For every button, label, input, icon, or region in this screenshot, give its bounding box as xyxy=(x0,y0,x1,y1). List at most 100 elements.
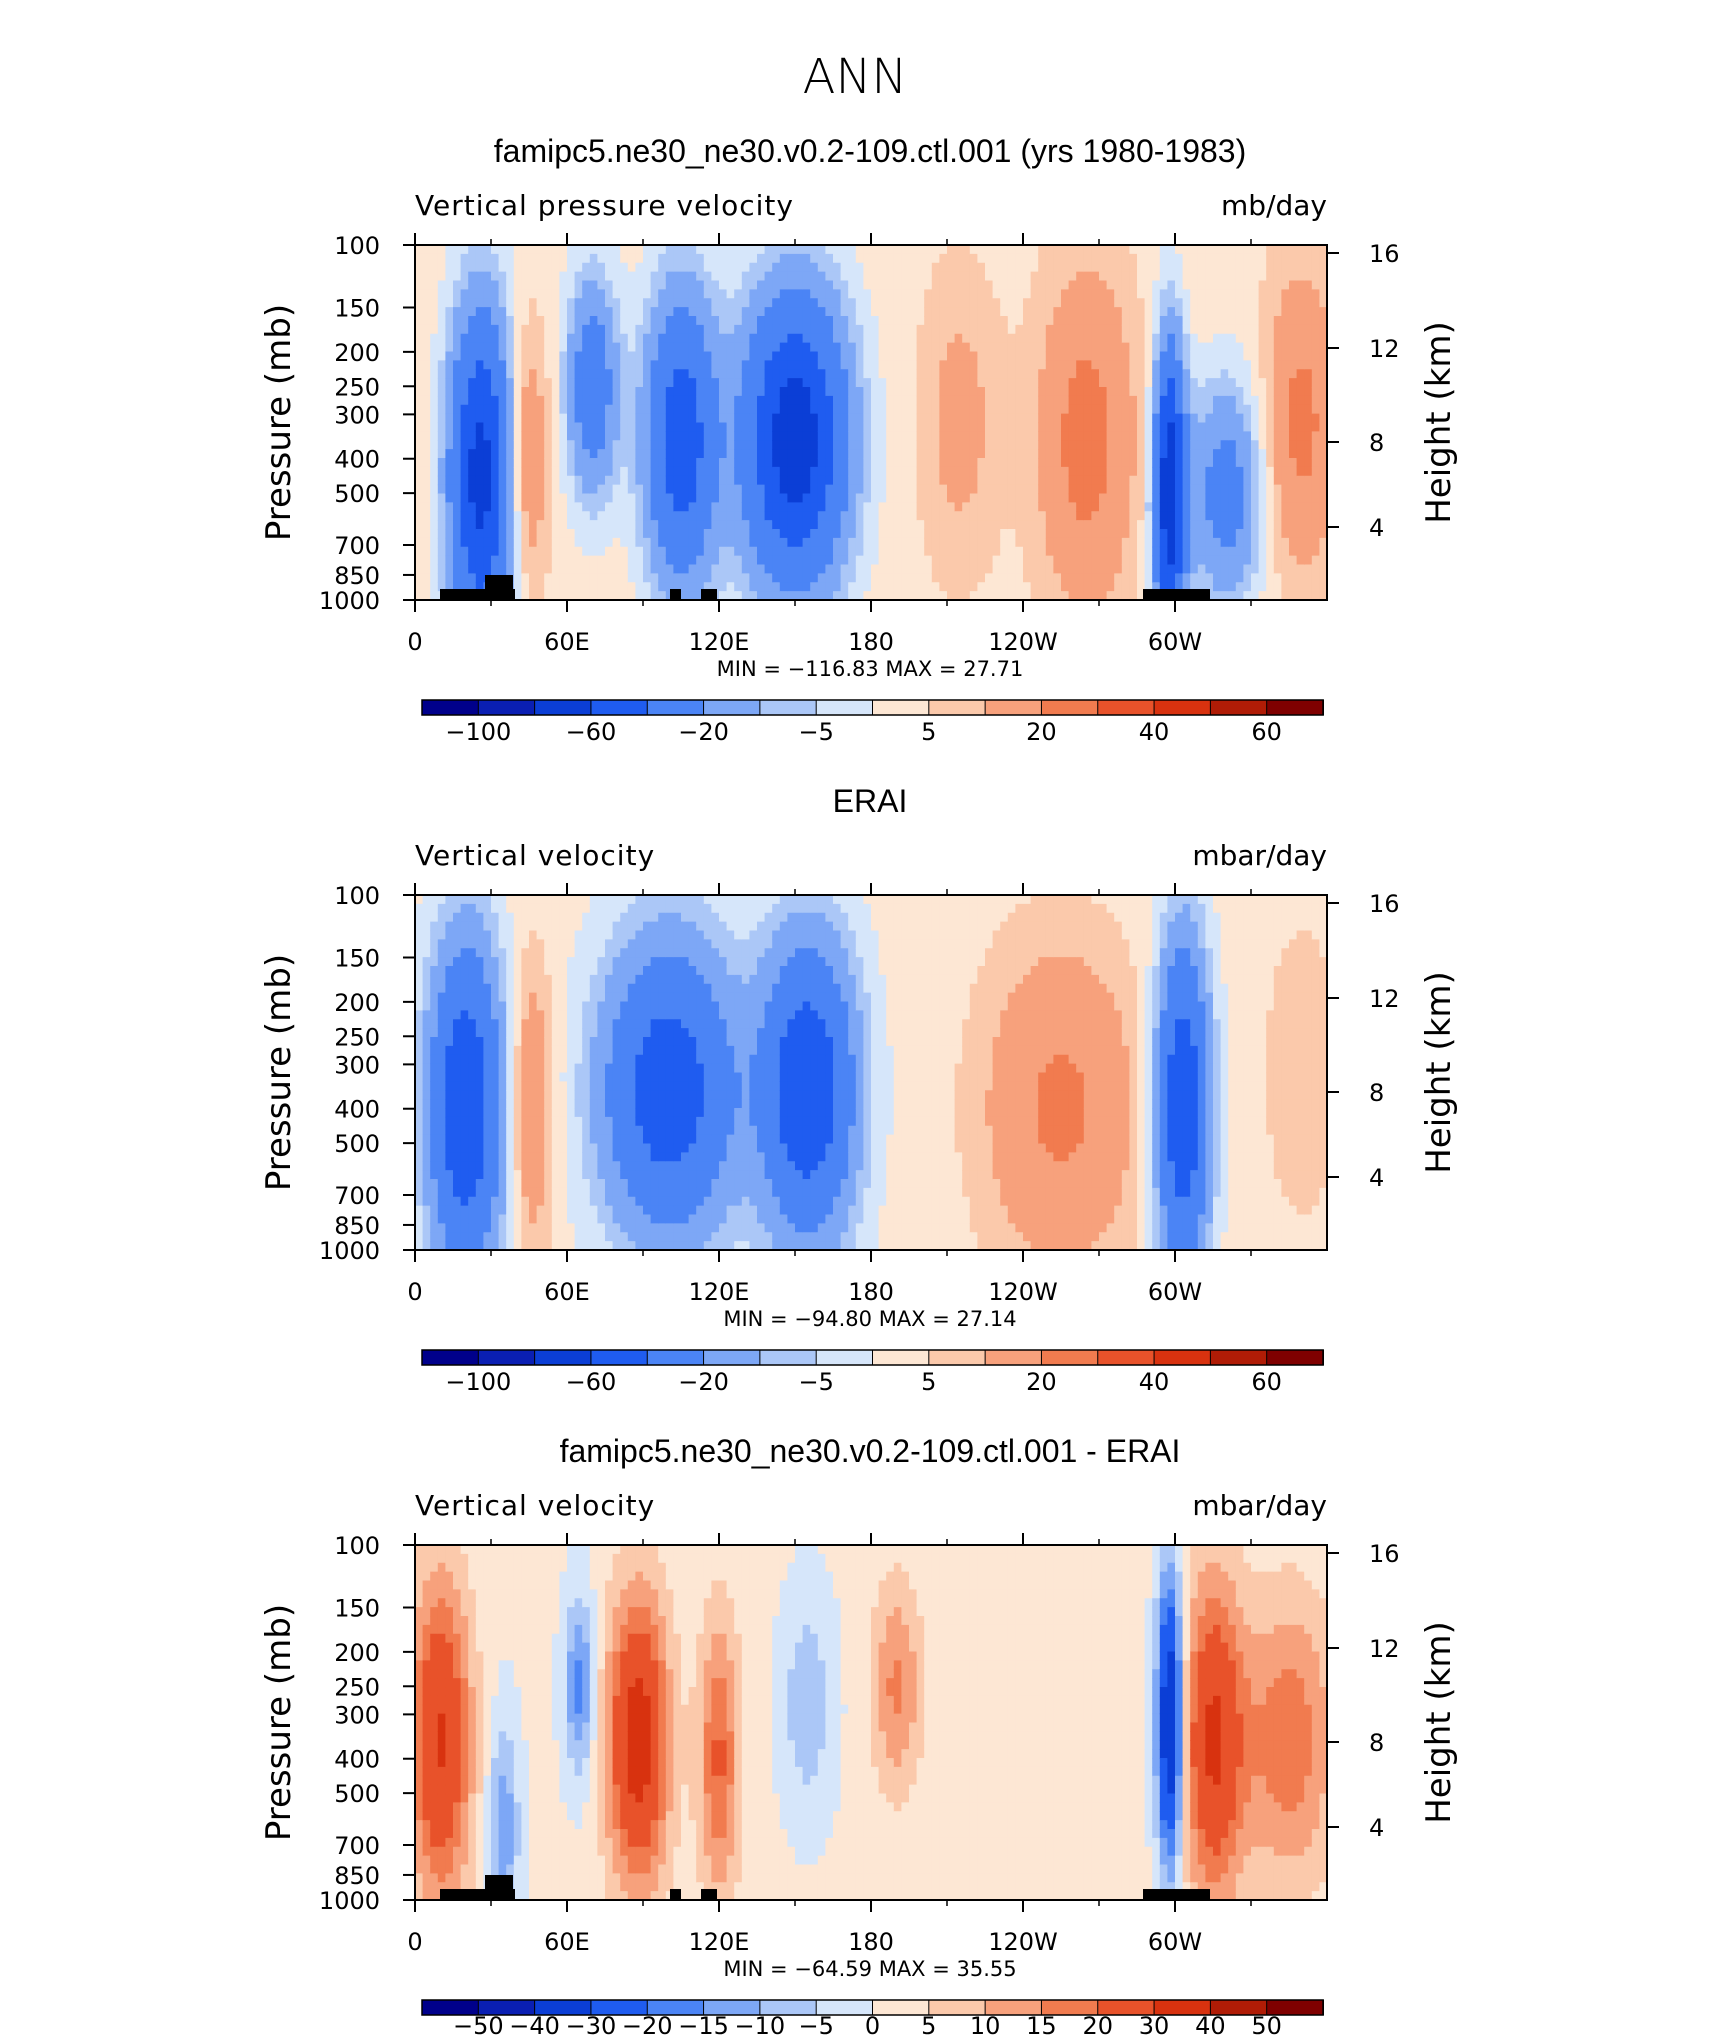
field-cell xyxy=(848,440,856,449)
field-cell xyxy=(423,1188,431,1197)
field-cell xyxy=(597,325,605,334)
field-cell xyxy=(1015,538,1023,547)
field-cell xyxy=(476,254,484,263)
field-cell xyxy=(810,511,818,520)
field-cell xyxy=(787,431,795,440)
field-cell xyxy=(567,289,575,298)
land-block xyxy=(1143,589,1210,600)
field-cell xyxy=(1251,245,1259,254)
field-cell xyxy=(1259,334,1267,343)
field-cell xyxy=(787,573,795,582)
field-cell xyxy=(939,281,947,290)
field-cell xyxy=(575,467,583,476)
field-cell xyxy=(605,476,613,485)
field-cell xyxy=(1183,511,1191,520)
field-cell xyxy=(841,458,849,467)
field-cell xyxy=(1084,245,1092,254)
field-cell xyxy=(635,431,643,440)
field-cell xyxy=(1107,440,1115,449)
field-cell xyxy=(985,485,993,494)
field-cell xyxy=(1183,502,1191,511)
field-cell xyxy=(856,538,864,547)
field-cell xyxy=(772,307,780,316)
field-cell xyxy=(848,423,856,432)
field-cell xyxy=(628,396,636,405)
field-cell xyxy=(582,511,590,520)
field-cell xyxy=(415,993,423,1002)
field-cell xyxy=(590,556,598,565)
field-cell xyxy=(1190,254,1198,263)
field-cell xyxy=(833,387,841,396)
field-cell xyxy=(529,360,537,369)
field-cell xyxy=(514,511,522,520)
field-cell xyxy=(810,369,818,378)
field-cell xyxy=(1000,556,1008,565)
field-cell xyxy=(453,352,461,361)
field-cell xyxy=(1259,431,1267,440)
field-cell xyxy=(863,556,871,565)
field-cell xyxy=(635,325,643,334)
field-cell xyxy=(803,325,811,334)
field-cell xyxy=(453,307,461,316)
field-cell xyxy=(955,281,963,290)
field-cell xyxy=(1236,494,1244,503)
field-cell xyxy=(552,556,560,565)
field-cell xyxy=(734,307,742,316)
field-cell xyxy=(970,289,978,298)
field-cell xyxy=(430,993,438,1002)
field-cell xyxy=(1198,360,1206,369)
field-cell xyxy=(643,325,651,334)
field-cell xyxy=(468,254,476,263)
field-cell xyxy=(1274,565,1282,574)
field-cell xyxy=(613,334,621,343)
field-cell xyxy=(704,565,712,574)
field-cell xyxy=(848,405,856,414)
field-cell xyxy=(1213,547,1221,556)
field-cell xyxy=(597,387,605,396)
field-cell xyxy=(1084,325,1092,334)
field-cell xyxy=(1213,467,1221,476)
field-cell xyxy=(765,458,773,467)
field-cell xyxy=(795,414,803,423)
field-cell xyxy=(757,307,765,316)
field-cell xyxy=(1221,458,1229,467)
field-cell xyxy=(1122,369,1130,378)
field-cell xyxy=(506,494,514,503)
field-cell xyxy=(962,334,970,343)
field-cell xyxy=(765,298,773,307)
field-cell xyxy=(1008,272,1016,281)
field-cell xyxy=(1023,396,1031,405)
field-cell xyxy=(423,529,431,538)
field-cell xyxy=(1008,396,1016,405)
field-cell xyxy=(651,414,659,423)
field-cell xyxy=(1023,556,1031,565)
field-cell xyxy=(1015,325,1023,334)
field-cell xyxy=(1259,511,1267,520)
field-cell xyxy=(856,316,864,325)
field-cell xyxy=(1008,423,1016,432)
field-cell xyxy=(1061,538,1069,547)
field-cell xyxy=(924,529,932,538)
field-cell xyxy=(552,378,560,387)
field-cell xyxy=(1069,449,1077,458)
field-cell xyxy=(749,245,757,254)
field-cell xyxy=(628,502,636,511)
field-cell xyxy=(1076,565,1084,574)
field-cell xyxy=(977,396,985,405)
field-cell xyxy=(658,334,666,343)
field-cell xyxy=(514,573,522,582)
field-cell xyxy=(1084,316,1092,325)
field-cell xyxy=(1297,529,1305,538)
field-cell xyxy=(1023,423,1031,432)
field-cell xyxy=(1053,449,1061,458)
field-cell xyxy=(810,289,818,298)
field-cell xyxy=(1137,476,1145,485)
field-cell xyxy=(977,582,985,591)
field-cell xyxy=(430,281,438,290)
field-cell xyxy=(423,913,431,922)
field-cell xyxy=(1160,502,1168,511)
field-cell xyxy=(1084,254,1092,263)
field-cell xyxy=(749,369,757,378)
field-cell xyxy=(1213,440,1221,449)
field-cell xyxy=(803,360,811,369)
